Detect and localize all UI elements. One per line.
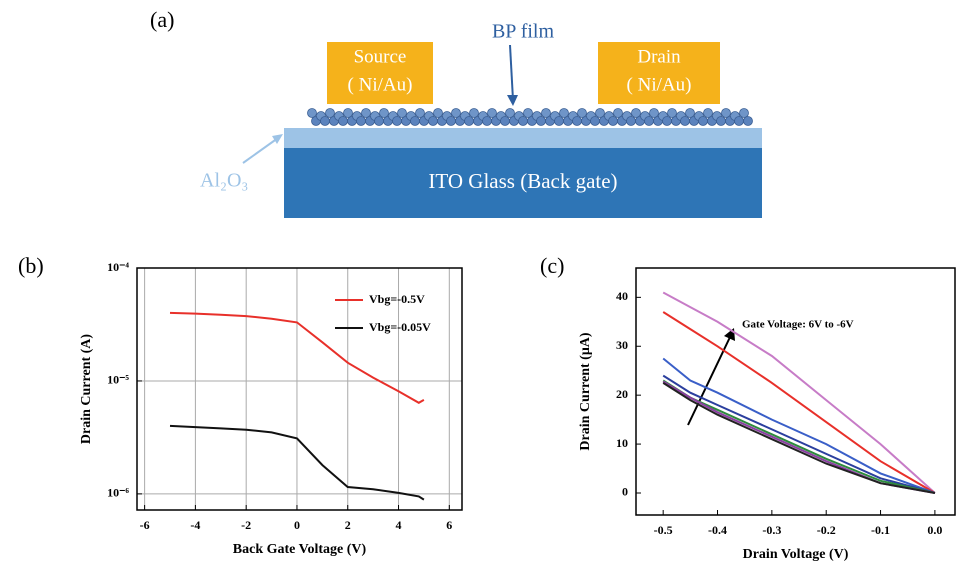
bp-atom xyxy=(744,117,753,126)
substrate-label: ITO Glass (Back gate) xyxy=(428,169,617,193)
bp-atom xyxy=(650,109,659,118)
bp-atom xyxy=(465,117,474,126)
film-arrowhead xyxy=(507,95,518,106)
bp-atom xyxy=(362,109,371,118)
panel-label: (a) xyxy=(150,7,174,32)
dielectric-arrowhead xyxy=(272,134,283,144)
bp-atom xyxy=(326,109,335,118)
y-tick-label: 10⁻⁶ xyxy=(107,486,129,500)
bp-atom xyxy=(380,109,389,118)
y-tick-label: 30 xyxy=(616,338,628,352)
bp-atom xyxy=(596,109,605,118)
x-tick-label: 4 xyxy=(396,518,402,532)
bp-atom xyxy=(722,109,731,118)
bp-atom xyxy=(398,109,407,118)
plot-frame xyxy=(636,268,955,515)
bp-atom xyxy=(645,117,654,126)
y-tick-label: 20 xyxy=(616,387,628,401)
x-tick-label: 2 xyxy=(345,518,351,532)
bp-atom xyxy=(321,117,330,126)
bp-atom xyxy=(627,117,636,126)
bp-atom xyxy=(668,109,677,118)
y-tick-label: 10⁻⁴ xyxy=(107,260,129,274)
y-axis-label: Drain Current (A) xyxy=(79,334,94,445)
series-line xyxy=(663,312,935,493)
x-tick-label: -0.5 xyxy=(654,523,673,537)
bp-atom xyxy=(681,117,690,126)
bp-atom xyxy=(560,109,569,118)
bp-atom xyxy=(416,109,425,118)
x-tick-label: -4 xyxy=(190,518,200,532)
bp-atom xyxy=(452,109,461,118)
bp-atom xyxy=(393,117,402,126)
bp-atom xyxy=(663,117,672,126)
bp-atom xyxy=(375,117,384,126)
bp-atom xyxy=(524,109,533,118)
bp-atom xyxy=(573,117,582,126)
x-tick-label: -2 xyxy=(241,518,251,532)
dielectric-arrow xyxy=(243,138,278,163)
bp-atom xyxy=(686,109,695,118)
y-tick-label: 10⁻⁵ xyxy=(107,373,129,387)
panel-label: (c) xyxy=(540,253,564,278)
legend-label: Vbg=-0.5V xyxy=(369,292,425,306)
x-tick-label: -0.4 xyxy=(708,523,727,537)
bp-atom xyxy=(339,117,348,126)
y-tick-label: 0 xyxy=(622,485,628,499)
legend-label: Vbg=-0.05V xyxy=(369,320,431,334)
bp-atom xyxy=(537,117,546,126)
bp-atom xyxy=(470,109,479,118)
bp-atom xyxy=(429,117,438,126)
bp-atom xyxy=(501,117,510,126)
source-metal: ( Ni/Au) xyxy=(348,74,413,95)
bp-atom xyxy=(519,117,528,126)
film-arrow xyxy=(510,45,513,100)
y-tick-label: 10 xyxy=(616,436,628,450)
bp-atom xyxy=(483,117,492,126)
bp-film xyxy=(308,109,753,126)
x-tick-label: -0.1 xyxy=(871,523,890,537)
bp-atom xyxy=(357,117,366,126)
bp-atom xyxy=(488,109,497,118)
drain-label: Drain xyxy=(637,46,681,67)
drain-metal: ( Ni/Au) xyxy=(627,74,692,95)
bp-atom xyxy=(578,109,587,118)
annotation: Gate Voltage: 6V to -6V xyxy=(742,319,854,331)
bp-atom xyxy=(344,109,353,118)
bp-atom xyxy=(699,117,708,126)
x-tick-label: 0 xyxy=(294,518,300,532)
bp-atom xyxy=(447,117,456,126)
bp-atom xyxy=(717,117,726,126)
panel-label: (b) xyxy=(18,253,44,278)
bp-atom xyxy=(506,109,515,118)
y-axis-label: Drain Current (μA) xyxy=(578,332,593,450)
figure: (a) Source ( Ni/Au) Drain ( Ni/Au) BP fi… xyxy=(0,0,961,568)
bp-atom xyxy=(740,109,749,118)
bp-atom xyxy=(632,109,641,118)
bp-atom xyxy=(704,109,713,118)
film-label: BP film xyxy=(492,21,554,43)
x-tick-label: -0.2 xyxy=(817,523,836,537)
x-tick-label: 6 xyxy=(446,518,452,532)
dielectric-layer xyxy=(284,128,762,148)
x-tick-label: 0.0 xyxy=(927,523,942,537)
bp-atom xyxy=(614,109,623,118)
x-tick-label: -0.3 xyxy=(762,523,781,537)
bp-atom xyxy=(308,109,317,118)
bp-atom xyxy=(411,117,420,126)
x-axis-label: Back Gate Voltage (V) xyxy=(233,542,367,557)
bp-atom xyxy=(591,117,600,126)
bp-atom xyxy=(735,117,744,126)
bp-atom xyxy=(434,109,443,118)
bp-atom xyxy=(609,117,618,126)
bp-atom xyxy=(542,109,551,118)
series-line xyxy=(663,381,935,494)
x-axis-label: Drain Voltage (V) xyxy=(743,547,849,562)
bp-atom xyxy=(555,117,564,126)
y-tick-label: 40 xyxy=(616,289,628,303)
source-label: Source xyxy=(354,46,407,67)
dielectric-label: Al₂O₃ xyxy=(200,170,248,192)
x-tick-label: -6 xyxy=(140,518,150,532)
